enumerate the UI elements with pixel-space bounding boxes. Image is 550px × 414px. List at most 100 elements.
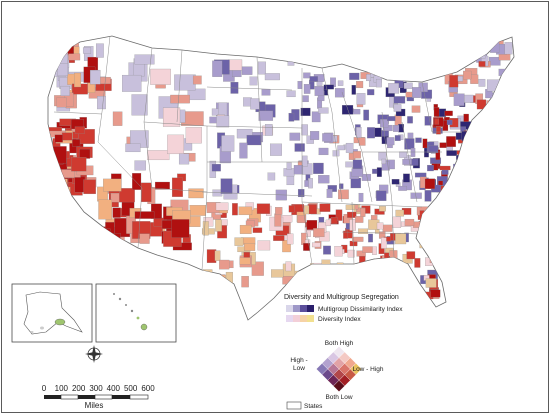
county [334, 246, 343, 257]
county [326, 286, 335, 292]
county [147, 150, 170, 161]
county [150, 203, 162, 219]
county [375, 78, 382, 88]
county [349, 72, 360, 80]
county [302, 95, 309, 103]
county [345, 204, 355, 210]
county [310, 131, 320, 140]
county [303, 243, 310, 251]
hawaii-inset [95, 283, 177, 343]
scale-bar: 0 100 200 300 400 500 600 Miles [42, 384, 155, 410]
county [454, 184, 467, 192]
county [382, 224, 393, 232]
county [393, 96, 406, 104]
county [214, 250, 221, 261]
county [341, 105, 354, 115]
county [89, 69, 101, 85]
county [461, 169, 472, 177]
county [376, 190, 387, 201]
county [432, 230, 438, 239]
county [313, 228, 325, 238]
county [131, 94, 148, 116]
county [415, 137, 422, 143]
county [388, 83, 400, 94]
county [437, 256, 442, 263]
county [410, 147, 416, 157]
county [319, 265, 328, 271]
county [387, 116, 396, 122]
ramp-swatch [300, 305, 307, 312]
county [444, 110, 453, 116]
county [399, 151, 408, 158]
county [174, 74, 196, 91]
county [356, 93, 366, 105]
county [275, 207, 283, 215]
ramp-swatch [286, 315, 293, 322]
county [498, 68, 508, 76]
county [219, 259, 230, 270]
county [345, 278, 354, 285]
county [386, 137, 395, 146]
county [442, 58, 451, 72]
county [274, 213, 282, 227]
county [323, 267, 332, 274]
county [422, 138, 428, 149]
county [427, 216, 434, 229]
county [414, 258, 421, 268]
county [132, 173, 142, 190]
county [289, 132, 301, 141]
county [394, 284, 404, 294]
scale-tick-label: 300 [89, 384, 103, 393]
county [318, 107, 329, 114]
county [98, 228, 111, 245]
county [504, 42, 513, 55]
county [446, 150, 457, 156]
county [362, 246, 373, 253]
county [328, 279, 334, 285]
county [352, 236, 364, 242]
county [285, 261, 292, 272]
county [434, 118, 440, 125]
county [428, 145, 439, 153]
county [167, 134, 185, 155]
county [461, 131, 471, 142]
scale-unit-label: Miles [85, 401, 104, 410]
county [103, 178, 122, 192]
county [488, 56, 501, 66]
county [358, 137, 366, 146]
county [293, 165, 304, 175]
county [54, 134, 63, 143]
county [429, 251, 442, 263]
county [271, 269, 284, 278]
county [317, 270, 328, 281]
county [286, 90, 296, 98]
county [424, 178, 436, 189]
county [446, 119, 453, 125]
ramp-swatch [286, 305, 293, 312]
legend-high-low-label-1: High - [290, 357, 307, 364]
county [318, 175, 330, 184]
county [188, 188, 204, 199]
county [252, 227, 263, 233]
county [308, 178, 313, 189]
county [363, 109, 370, 121]
county [125, 143, 141, 153]
county [302, 155, 308, 167]
county [325, 219, 331, 227]
dissimilarity-label: Multigroup Dissimilarity Index [318, 306, 403, 313]
county [376, 167, 382, 177]
county [296, 274, 309, 282]
county [187, 88, 206, 101]
county [311, 111, 321, 123]
county [451, 55, 457, 64]
legend-low-high-label: Low - High [352, 366, 383, 373]
county [171, 219, 190, 238]
county [423, 221, 430, 228]
county [294, 143, 305, 152]
county [367, 127, 375, 139]
county [56, 97, 67, 108]
county [368, 233, 373, 243]
county [412, 87, 421, 98]
